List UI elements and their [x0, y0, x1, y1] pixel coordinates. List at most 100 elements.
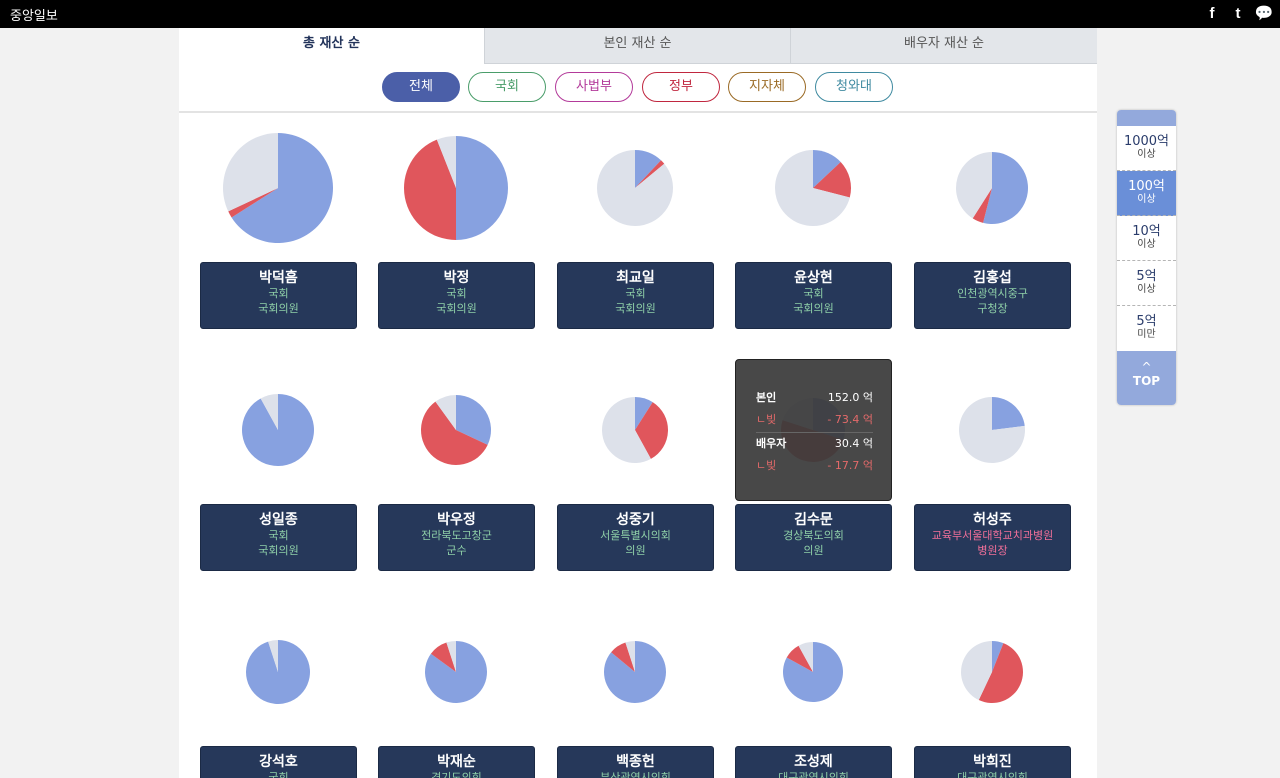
asset-pie-chart[interactable] [782, 641, 844, 703]
side-nav-amount: 1000억 [1123, 134, 1170, 149]
asset-pie-chart[interactable] [245, 639, 311, 705]
sort-tabs: 총 재산 순 본인 재산 순 배우자 재산 순 [179, 28, 1097, 64]
pie-slice-self [635, 397, 653, 430]
filter-3[interactable]: 정부 [642, 72, 720, 102]
person-name: 박정 [443, 270, 470, 286]
person-card[interactable]: 박재순경기도의회의원 [378, 746, 535, 778]
pie-slice-spouse [597, 150, 673, 226]
person-card[interactable]: 박덕흠 국회 국회의원 [200, 262, 357, 329]
top-bar: 중앙일보 f t 💬 [0, 0, 1280, 28]
tooltip-spouse-row: 배우자 30.4 억 [756, 435, 873, 451]
tooltip-spouse-debt-value: - 17.7 억 [827, 459, 873, 472]
side-nav-amount: 100억 [1128, 179, 1165, 194]
person-card[interactable]: 최교일 국회 국회의원 [557, 262, 714, 329]
person-organization: 대구광역시의회 [778, 771, 849, 778]
pie-slice-debt [430, 642, 456, 672]
person-name: 성중기 [616, 512, 655, 528]
asset-pie-chart[interactable] [222, 132, 334, 244]
person-card[interactable]: 강석호국회국회의원 [200, 746, 357, 778]
person-position: 국회의원 [258, 544, 299, 557]
person-organization: 국회 [446, 287, 467, 300]
person-card[interactable]: 김수문 경상북도의회 의원 [735, 504, 892, 571]
pie-slice-spouse [961, 641, 992, 701]
top-button[interactable]: ^ TOP [1117, 351, 1176, 405]
category-filters: 전체 국회 사법부 정부 지자체 청와대 [179, 72, 1097, 104]
pie-slice-self [456, 395, 491, 445]
asset-pie-chart[interactable] [596, 149, 674, 227]
person-organization: 전라북도고창군 [421, 529, 492, 542]
side-nav-item-4[interactable]: 5억 미만 [1117, 306, 1176, 351]
site-logo[interactable]: 중앙일보 [10, 9, 58, 24]
side-nav-qualifier: 이상 [1137, 239, 1156, 250]
chevron-up-icon: ^ [1141, 360, 1152, 374]
person-organization: 대구광역시의회 [957, 771, 1028, 778]
twitter-icon[interactable]: t [1235, 5, 1241, 22]
person-position: 의원 [803, 544, 824, 557]
person-card[interactable]: 김홍섭 인천광역시중구 구청장 [914, 262, 1071, 329]
person-position: 구청장 [977, 302, 1008, 315]
side-nav-item-0[interactable]: 1000억 이상 [1117, 126, 1176, 171]
side-nav-items: 1000억 이상 100억 이상 10억 이상 5억 이상 5억 미만 [1117, 126, 1176, 351]
pie-slice-self [983, 152, 1028, 224]
person-card[interactable]: 성중기 서울특별시의회 의원 [557, 504, 714, 571]
person-name: 박우정 [437, 512, 476, 528]
person-card[interactable]: 성일종 국회 국회의원 [200, 504, 357, 571]
filter-0[interactable]: 전체 [382, 72, 460, 102]
asset-pie-chart[interactable] [601, 396, 669, 464]
pie-slice-spouse [798, 642, 813, 672]
side-nav-item-2[interactable]: 10억 이상 [1117, 216, 1176, 261]
pie-slice-spouse [959, 397, 1025, 463]
side-nav-item-3[interactable]: 5억 이상 [1117, 261, 1176, 306]
pie-slice-spouse [223, 133, 278, 212]
person-organization: 경상북도의회 [783, 529, 844, 542]
tab-spouse-assets[interactable]: 배우자 재산 순 [790, 28, 1097, 64]
side-nav-qualifier: 이상 [1137, 149, 1156, 160]
pie-slice-self [813, 150, 841, 188]
person-name: 박덕흠 [259, 270, 298, 286]
asset-pie-chart[interactable] [958, 396, 1026, 464]
pie-slice-self [992, 397, 1025, 430]
pie-slice-debt [635, 402, 668, 459]
tab-self-assets[interactable]: 본인 재산 순 [484, 28, 790, 64]
side-nav-item-1[interactable]: 100억 이상 [1117, 171, 1176, 216]
pie-slice-self [992, 641, 1004, 672]
person-organization: 국회 [268, 771, 289, 778]
asset-pie-chart[interactable] [241, 393, 315, 467]
asset-pie-chart[interactable] [403, 135, 509, 241]
facebook-icon[interactable]: f [1209, 5, 1215, 22]
side-nav-cap [1117, 110, 1176, 126]
tooltip-self-row: 본인 152.0 억 [756, 389, 873, 405]
person-name: 김홍섭 [973, 270, 1012, 286]
asset-pie-chart[interactable] [424, 640, 488, 704]
filter-2[interactable]: 사법부 [555, 72, 633, 102]
person-card[interactable]: 백종헌부산광역시의회의원 [557, 746, 714, 778]
person-card[interactable]: 조성제대구광역시의회의원 [735, 746, 892, 778]
person-card[interactable]: 허성주 교육부서울대학교치과병원 병원장 [914, 504, 1071, 571]
pie-slice-debt [813, 161, 851, 198]
tab-total-assets[interactable]: 총 재산 순 [179, 28, 484, 64]
filter-4[interactable]: 지자체 [728, 72, 806, 102]
person-name: 강석호 [259, 754, 298, 770]
person-name: 조성제 [794, 754, 833, 770]
asset-pie-chart[interactable] [420, 394, 492, 466]
tooltip-spouse-label: 배우자 [756, 437, 787, 450]
asset-pie-chart[interactable] [603, 640, 667, 704]
asset-pie-chart[interactable] [955, 151, 1029, 225]
social-links: f t 💬 [1202, 4, 1274, 24]
person-position: 군수 [446, 544, 467, 557]
person-card[interactable]: 윤상현 국회 국회의원 [735, 262, 892, 329]
pie-slice-debt [972, 188, 992, 223]
person-card[interactable]: 박정 국회 국회의원 [378, 262, 535, 329]
person-card[interactable]: 박희진대구광역시의회의원 [914, 746, 1071, 778]
asset-pie-chart[interactable] [774, 149, 852, 227]
person-organization: 부산광역시의회 [600, 771, 671, 778]
person-name: 박재순 [437, 754, 476, 770]
filter-1[interactable]: 국회 [468, 72, 546, 102]
asset-pie-chart[interactable] [960, 640, 1024, 704]
side-nav-qualifier: 이상 [1137, 194, 1156, 205]
pie-slice-debt [786, 645, 813, 672]
person-name: 최교일 [616, 270, 655, 286]
chat-icon[interactable]: 💬 [1254, 5, 1274, 22]
filter-5[interactable]: 청와대 [815, 72, 893, 102]
